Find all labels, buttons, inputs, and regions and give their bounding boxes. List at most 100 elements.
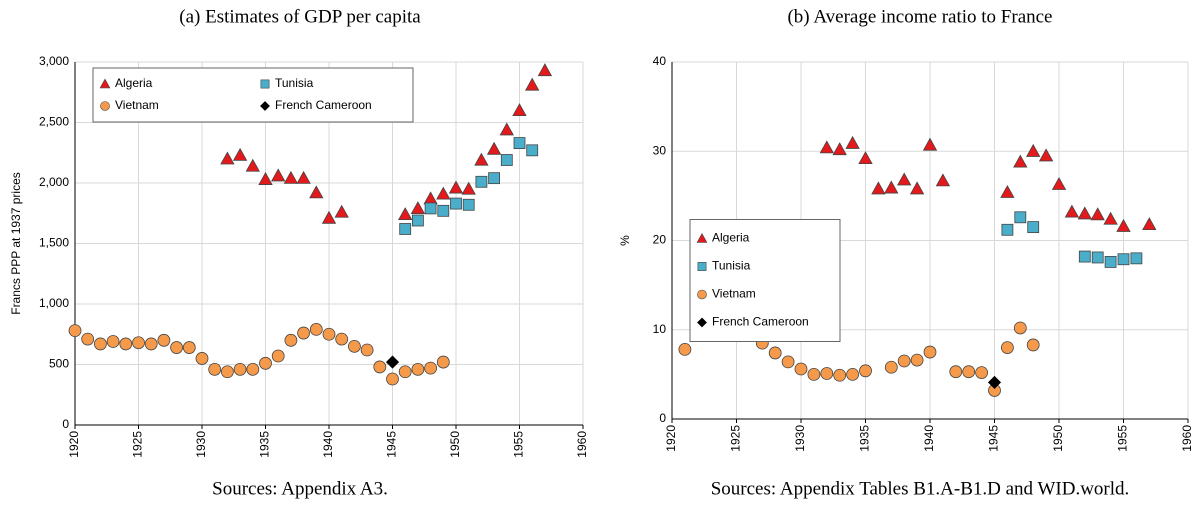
marker <box>309 185 324 199</box>
marker <box>871 181 886 195</box>
marker <box>410 201 426 215</box>
marker <box>283 170 299 184</box>
marker <box>398 207 413 221</box>
y-tick-label: 3,000 <box>39 54 69 68</box>
marker <box>513 137 526 149</box>
legend-marker <box>99 78 111 89</box>
marker <box>858 151 873 164</box>
marker <box>1142 217 1157 231</box>
marker <box>949 365 963 379</box>
marker <box>1090 207 1105 221</box>
legend-label: Algeria <box>712 231 750 245</box>
legend-label: French Cameroon <box>275 98 372 112</box>
marker <box>859 364 872 378</box>
marker <box>398 365 412 379</box>
chart: (b) Average income ratio to France Source… <box>618 6 1194 499</box>
marker <box>170 341 184 354</box>
marker <box>182 341 196 354</box>
marker <box>1064 204 1080 218</box>
marker <box>832 142 847 156</box>
marker <box>81 332 95 346</box>
marker <box>526 144 539 157</box>
marker <box>424 202 437 215</box>
marker <box>297 326 311 340</box>
marker <box>271 168 286 182</box>
marker <box>411 362 425 376</box>
x-tick-label: 1930 <box>194 431 208 458</box>
legend-label: Tunisia <box>275 76 314 90</box>
y-tick-label: 10 <box>653 322 667 336</box>
marker <box>334 204 349 218</box>
marker <box>271 349 285 363</box>
marker <box>474 152 489 166</box>
marker <box>910 353 924 367</box>
marker <box>424 361 438 375</box>
marker <box>347 339 361 353</box>
legend-label: Tunisia <box>712 259 751 273</box>
marker <box>1013 154 1028 168</box>
marker <box>144 337 158 351</box>
marker <box>1038 148 1054 162</box>
legend-label: French Cameroon <box>712 315 809 329</box>
marker <box>1000 184 1015 198</box>
marker <box>500 154 513 166</box>
marker <box>525 77 540 91</box>
marker <box>1001 223 1014 236</box>
x-tick-label: 1940 <box>922 425 936 452</box>
marker <box>220 365 234 379</box>
marker <box>768 346 782 360</box>
chart: (a) Estimates of GDP per capita Sources: … <box>9 6 589 499</box>
x-tick-label: 1955 <box>1116 425 1130 452</box>
marker <box>119 337 133 351</box>
legend-marker <box>696 233 708 243</box>
y-axis-label: Francs PPP at 1937 prices <box>9 172 23 315</box>
marker <box>475 175 488 188</box>
x-tick-label: 1935 <box>258 431 272 458</box>
marker <box>309 323 323 336</box>
marker <box>1027 221 1040 234</box>
marker <box>909 181 925 195</box>
y-tick-label: 500 <box>49 357 69 371</box>
legend-box <box>92 67 414 123</box>
x-tick-label: 1950 <box>448 431 462 458</box>
marker <box>296 170 311 184</box>
marker <box>897 354 911 368</box>
marker <box>486 141 502 155</box>
marker <box>781 355 795 369</box>
legend-marker <box>697 289 707 300</box>
marker <box>678 342 692 356</box>
marker <box>386 372 399 386</box>
source-note: Sources: Appendix A3. <box>212 478 388 499</box>
marker <box>807 367 821 381</box>
x-tick-label: 1920 <box>67 431 81 458</box>
marker <box>1051 176 1067 190</box>
y-tick-label: 2,000 <box>39 175 69 189</box>
legend-marker <box>260 79 270 89</box>
marker <box>819 140 834 154</box>
legend-label: Algeria <box>115 76 153 90</box>
marker <box>157 333 171 347</box>
marker <box>537 63 553 77</box>
marker <box>436 355 450 369</box>
marker <box>373 360 387 374</box>
marker <box>935 173 951 187</box>
marker <box>461 181 476 195</box>
y-tick-label: 20 <box>653 233 667 247</box>
x-tick-label: 1935 <box>858 425 872 452</box>
marker <box>1026 143 1041 157</box>
marker <box>462 198 475 211</box>
legend-label: Vietnam <box>115 98 159 112</box>
marker <box>1078 250 1091 263</box>
marker <box>488 172 501 185</box>
marker <box>987 375 1002 389</box>
x-tick-label: 1925 <box>729 425 743 452</box>
y-tick-label: 0 <box>659 411 666 425</box>
marker <box>975 366 988 379</box>
legend-marker <box>260 101 270 111</box>
source-note: Sources: Appendix Tables B1.A-B1.D and W… <box>711 478 1130 499</box>
x-tick-label: 1925 <box>131 431 145 458</box>
legend-marker <box>697 317 707 328</box>
x-tick-label: 1955 <box>512 431 526 458</box>
marker <box>448 180 464 194</box>
